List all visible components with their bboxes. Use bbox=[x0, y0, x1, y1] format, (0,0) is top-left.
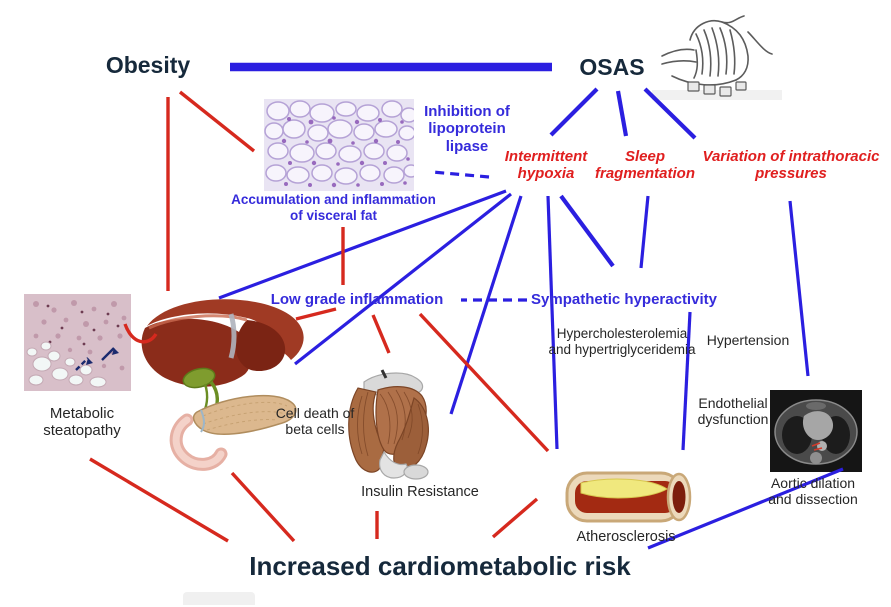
liver-histology-image bbox=[24, 294, 131, 391]
node-aortic-dilation: Aortic dilation and dissection bbox=[768, 475, 858, 508]
arrow-osas-to-sleep-fragmentation bbox=[615, 90, 629, 137]
airway-sketch-image bbox=[652, 12, 782, 107]
arrow-hypoxia-to-sympathetic bbox=[559, 194, 615, 268]
node-obesity: Obesity bbox=[105, 52, 191, 78]
arrow-intrathoracic-to-aorta bbox=[788, 200, 810, 377]
node-outcome: Increased cardiometabolic risk bbox=[249, 551, 631, 581]
arrow-sleep-to-sympathetic bbox=[639, 195, 650, 269]
node-metabolic-steatopathy: Metabolic steatopathy bbox=[43, 405, 121, 440]
node-intermittent-hypoxia: Intermittent hypoxia bbox=[504, 148, 588, 183]
cropped-bottom-image bbox=[183, 592, 255, 605]
artery-image bbox=[565, 468, 693, 526]
arrow-hypoxia-to-visceral-fat-dashed bbox=[431, 170, 490, 179]
node-intrathoracic-pressures: Variation of intrathoracic pressures bbox=[702, 148, 880, 183]
node-atherosclerosis: Atherosclerosis bbox=[576, 529, 676, 545]
node-hypertension: Hypertension bbox=[706, 332, 790, 348]
node-low-grade-inflammation: Low grade inflammation bbox=[270, 291, 444, 308]
arrow-atherosclerosis-to-outcome bbox=[491, 497, 539, 539]
arrow-inflammation-to-muscle bbox=[371, 314, 391, 354]
node-visceral-fat: Accumulation and inflammation of viscera… bbox=[231, 192, 436, 223]
arrow-osas-to-intermittent-hypoxia bbox=[549, 87, 599, 137]
node-sleep-fragmentation: Sleep fragmentation bbox=[594, 148, 695, 183]
arrow-hypoxia-to-muscle bbox=[449, 195, 523, 415]
node-osas: OSAS bbox=[579, 54, 645, 80]
liver-pancreas-image bbox=[135, 292, 315, 490]
node-insulin-resistance: Insulin Resistance bbox=[361, 484, 479, 500]
node-beta-cells: Cell death of beta cells bbox=[275, 405, 355, 438]
node-inhibition-lipoprotein-lipase: Inhibition of lipoprotein lipase bbox=[424, 103, 510, 155]
arrow-obesity-to-visceral-fat bbox=[178, 90, 256, 153]
ct-scan-image bbox=[770, 390, 862, 472]
adipose-histology-image bbox=[264, 99, 414, 191]
node-hypercholesterolemia: Hypercholesterolemia and hypertriglyceri… bbox=[548, 326, 696, 357]
node-endothelial-dysfunction: Endothelial dysfunction bbox=[697, 395, 769, 428]
node-sympathetic-hyperactivity: Sympathetic hyperactivity bbox=[531, 291, 717, 308]
arrow-hypoxia-to-atherosclerosis bbox=[546, 195, 559, 450]
